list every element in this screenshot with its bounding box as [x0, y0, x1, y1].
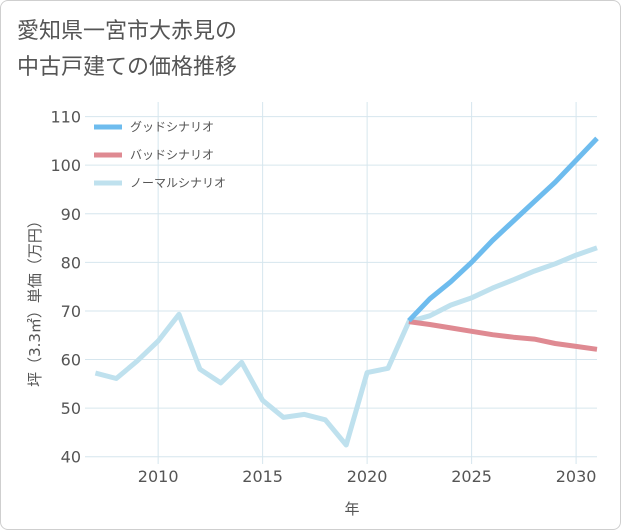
grid: [85, 102, 597, 464]
chart-title-line-2: 中古戸建ての価格推移: [17, 55, 238, 80]
y-tick-label: 60: [61, 351, 81, 370]
x-tick-label: 2015: [242, 467, 283, 486]
y-tick-label: 90: [61, 205, 81, 224]
legend-item-2: ノーマルシナリオ: [94, 176, 226, 190]
legend-item-0: グッドシナリオ: [94, 120, 214, 134]
y-tick-label: 40: [61, 448, 81, 467]
x-tick-label: 2020: [347, 467, 388, 486]
y-axis-ticks: 40 50 60 70 80 90 100 110: [50, 108, 81, 467]
x-tick-label: 2010: [138, 467, 179, 486]
legend-item-1: バッドシナリオ: [94, 148, 214, 162]
x-axis-ticks: 2010 2015 2020 2025 2030: [138, 467, 597, 486]
legend-label: グッドシナリオ: [130, 120, 214, 134]
series-line-1: [408, 319, 598, 352]
x-axis-label: 年: [344, 500, 359, 518]
legend-label: ノーマルシナリオ: [130, 176, 226, 190]
series-line-2: [94, 245, 598, 448]
series-line-0: [407, 136, 599, 323]
y-tick-label: 80: [61, 253, 81, 272]
legend-label: バッドシナリオ: [130, 148, 214, 162]
chart-title-line-1: 愛知県一宮市大赤見の: [17, 19, 238, 44]
x-tick-label: 2025: [451, 467, 492, 486]
x-tick-label: 2030: [556, 467, 597, 486]
y-axis-label: 坪（3.3㎡）単価（万円）: [26, 213, 44, 387]
chart-title: 愛知県一宮市大赤見の 中古戸建ての価格推移: [17, 14, 237, 86]
y-tick-label: 70: [61, 302, 81, 321]
y-tick-label: 110: [50, 108, 81, 127]
y-tick-label: 50: [61, 399, 81, 418]
series-lines: [94, 136, 599, 448]
y-tick-label: 100: [50, 156, 81, 175]
